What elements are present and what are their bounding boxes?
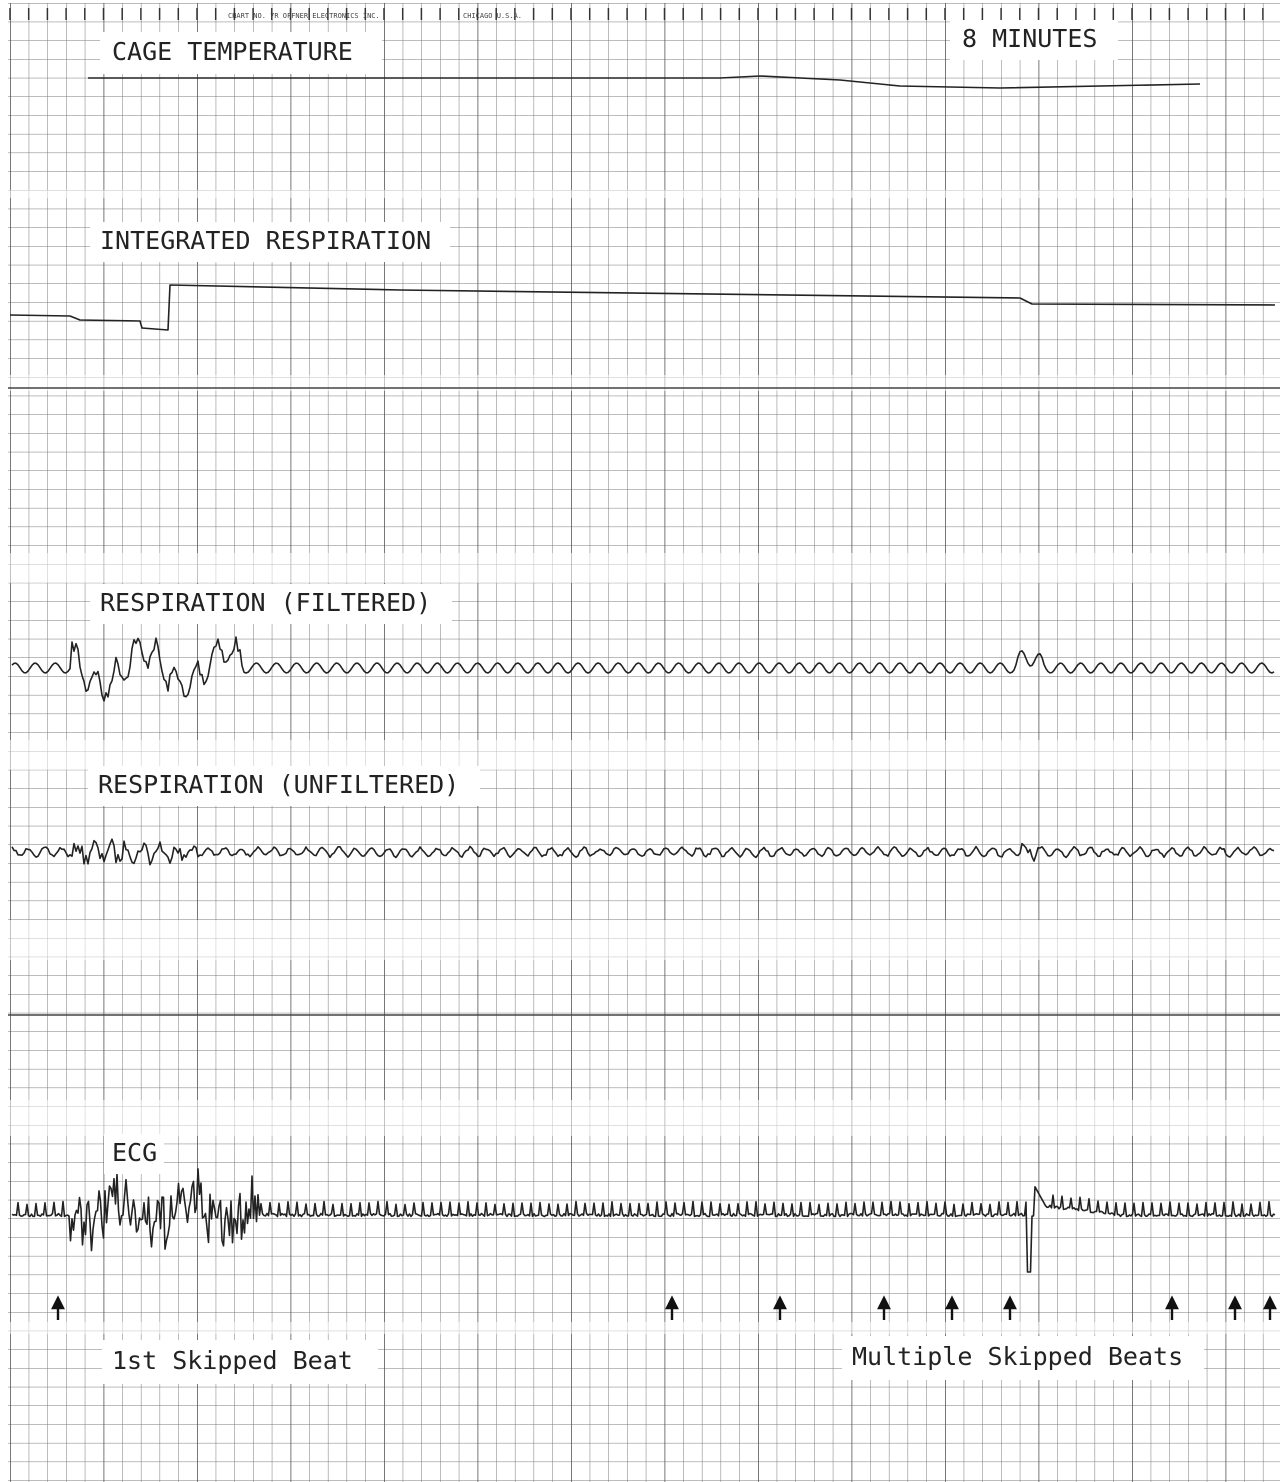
chart-maker: CHART NO. 7R OFFNER ELECTRONICS INC. (228, 12, 380, 20)
label-bg (90, 222, 450, 262)
annotation: Multiple Skipped Beats (852, 1342, 1183, 1371)
arrow (1263, 1295, 1277, 1320)
duration-label: 8 MINUTES (962, 24, 1097, 53)
chart-place: CHICAGO U.S.A. (463, 12, 522, 20)
arrow (945, 1295, 959, 1320)
trace (11, 838, 1275, 866)
channel-label: RESPIRATION (FILTERED) (100, 588, 431, 617)
trace (11, 636, 1275, 702)
arrow (773, 1295, 787, 1320)
trace (9, 284, 1276, 331)
band-gap (8, 190, 1280, 198)
band-lines (8, 8, 1280, 1334)
arrow (665, 1295, 679, 1320)
label-bg (88, 766, 480, 806)
label-bg (104, 1134, 164, 1174)
band-gap (8, 553, 1280, 583)
arrow (877, 1295, 891, 1320)
traces (9, 75, 1276, 1273)
band-gap (8, 1100, 1280, 1136)
trace (11, 1168, 1276, 1273)
channel-label: RESPIRATION (UNFILTERED) (98, 770, 459, 799)
label-bg (100, 32, 382, 74)
channel-label: ECG (112, 1138, 157, 1167)
band-gap (8, 740, 1280, 770)
arrow (1165, 1295, 1179, 1320)
band-gap (8, 920, 1280, 960)
annotation: 1st Skipped Beat (112, 1346, 353, 1375)
channel-label: CAGE TEMPERATURE (112, 37, 353, 66)
beat-arrows (51, 1295, 1277, 1320)
arrow (1003, 1295, 1017, 1320)
channel-label: INTEGRATED RESPIRATION (100, 226, 431, 255)
label-bg (950, 20, 1118, 60)
arrow (51, 1295, 65, 1320)
band-gap (8, 1322, 1280, 1334)
trace (88, 75, 1201, 89)
label-bg (90, 584, 452, 624)
band-gap (8, 375, 1280, 391)
arrow (1228, 1295, 1242, 1320)
label-bg (102, 1340, 378, 1384)
label-bg (842, 1336, 1204, 1380)
